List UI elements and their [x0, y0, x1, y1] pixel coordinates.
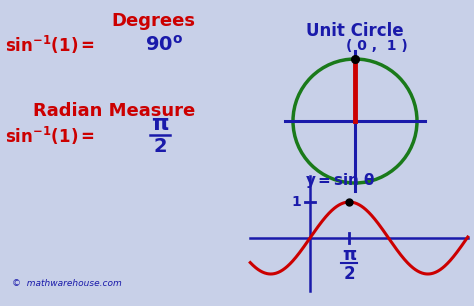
- Text: $\mathbf{2}$: $\mathbf{2}$: [343, 265, 356, 283]
- Text: $\mathbf{1}$: $\mathbf{1}$: [291, 195, 302, 209]
- Text: ( 0 ,  1 ): ( 0 , 1 ): [346, 39, 408, 53]
- Text: $\mathbf{\pi}$: $\mathbf{\pi}$: [151, 114, 169, 134]
- Text: ©  mathwarehouse.com: © mathwarehouse.com: [12, 279, 122, 289]
- Text: $\mathbf{\pi}$: $\mathbf{\pi}$: [342, 246, 357, 264]
- Text: Unit Circle: Unit Circle: [306, 22, 404, 40]
- Text: Degrees: Degrees: [111, 12, 195, 30]
- Text: $\mathbf{sin^{-1}( 1 ) =}$: $\mathbf{sin^{-1}( 1 ) =}$: [5, 125, 95, 147]
- Text: $\mathbf{90^o}$: $\mathbf{90^o}$: [145, 35, 183, 55]
- Text: $\mathbf{sin^{-1}( 1 ) =}$: $\mathbf{sin^{-1}( 1 ) =}$: [5, 34, 95, 56]
- Text: $\mathbf{2}$: $\mathbf{2}$: [153, 136, 167, 155]
- Text: $\mathbf{y = sin\ \theta}$: $\mathbf{y = sin\ \theta}$: [305, 171, 375, 191]
- Text: Radian Measure: Radian Measure: [33, 102, 195, 120]
